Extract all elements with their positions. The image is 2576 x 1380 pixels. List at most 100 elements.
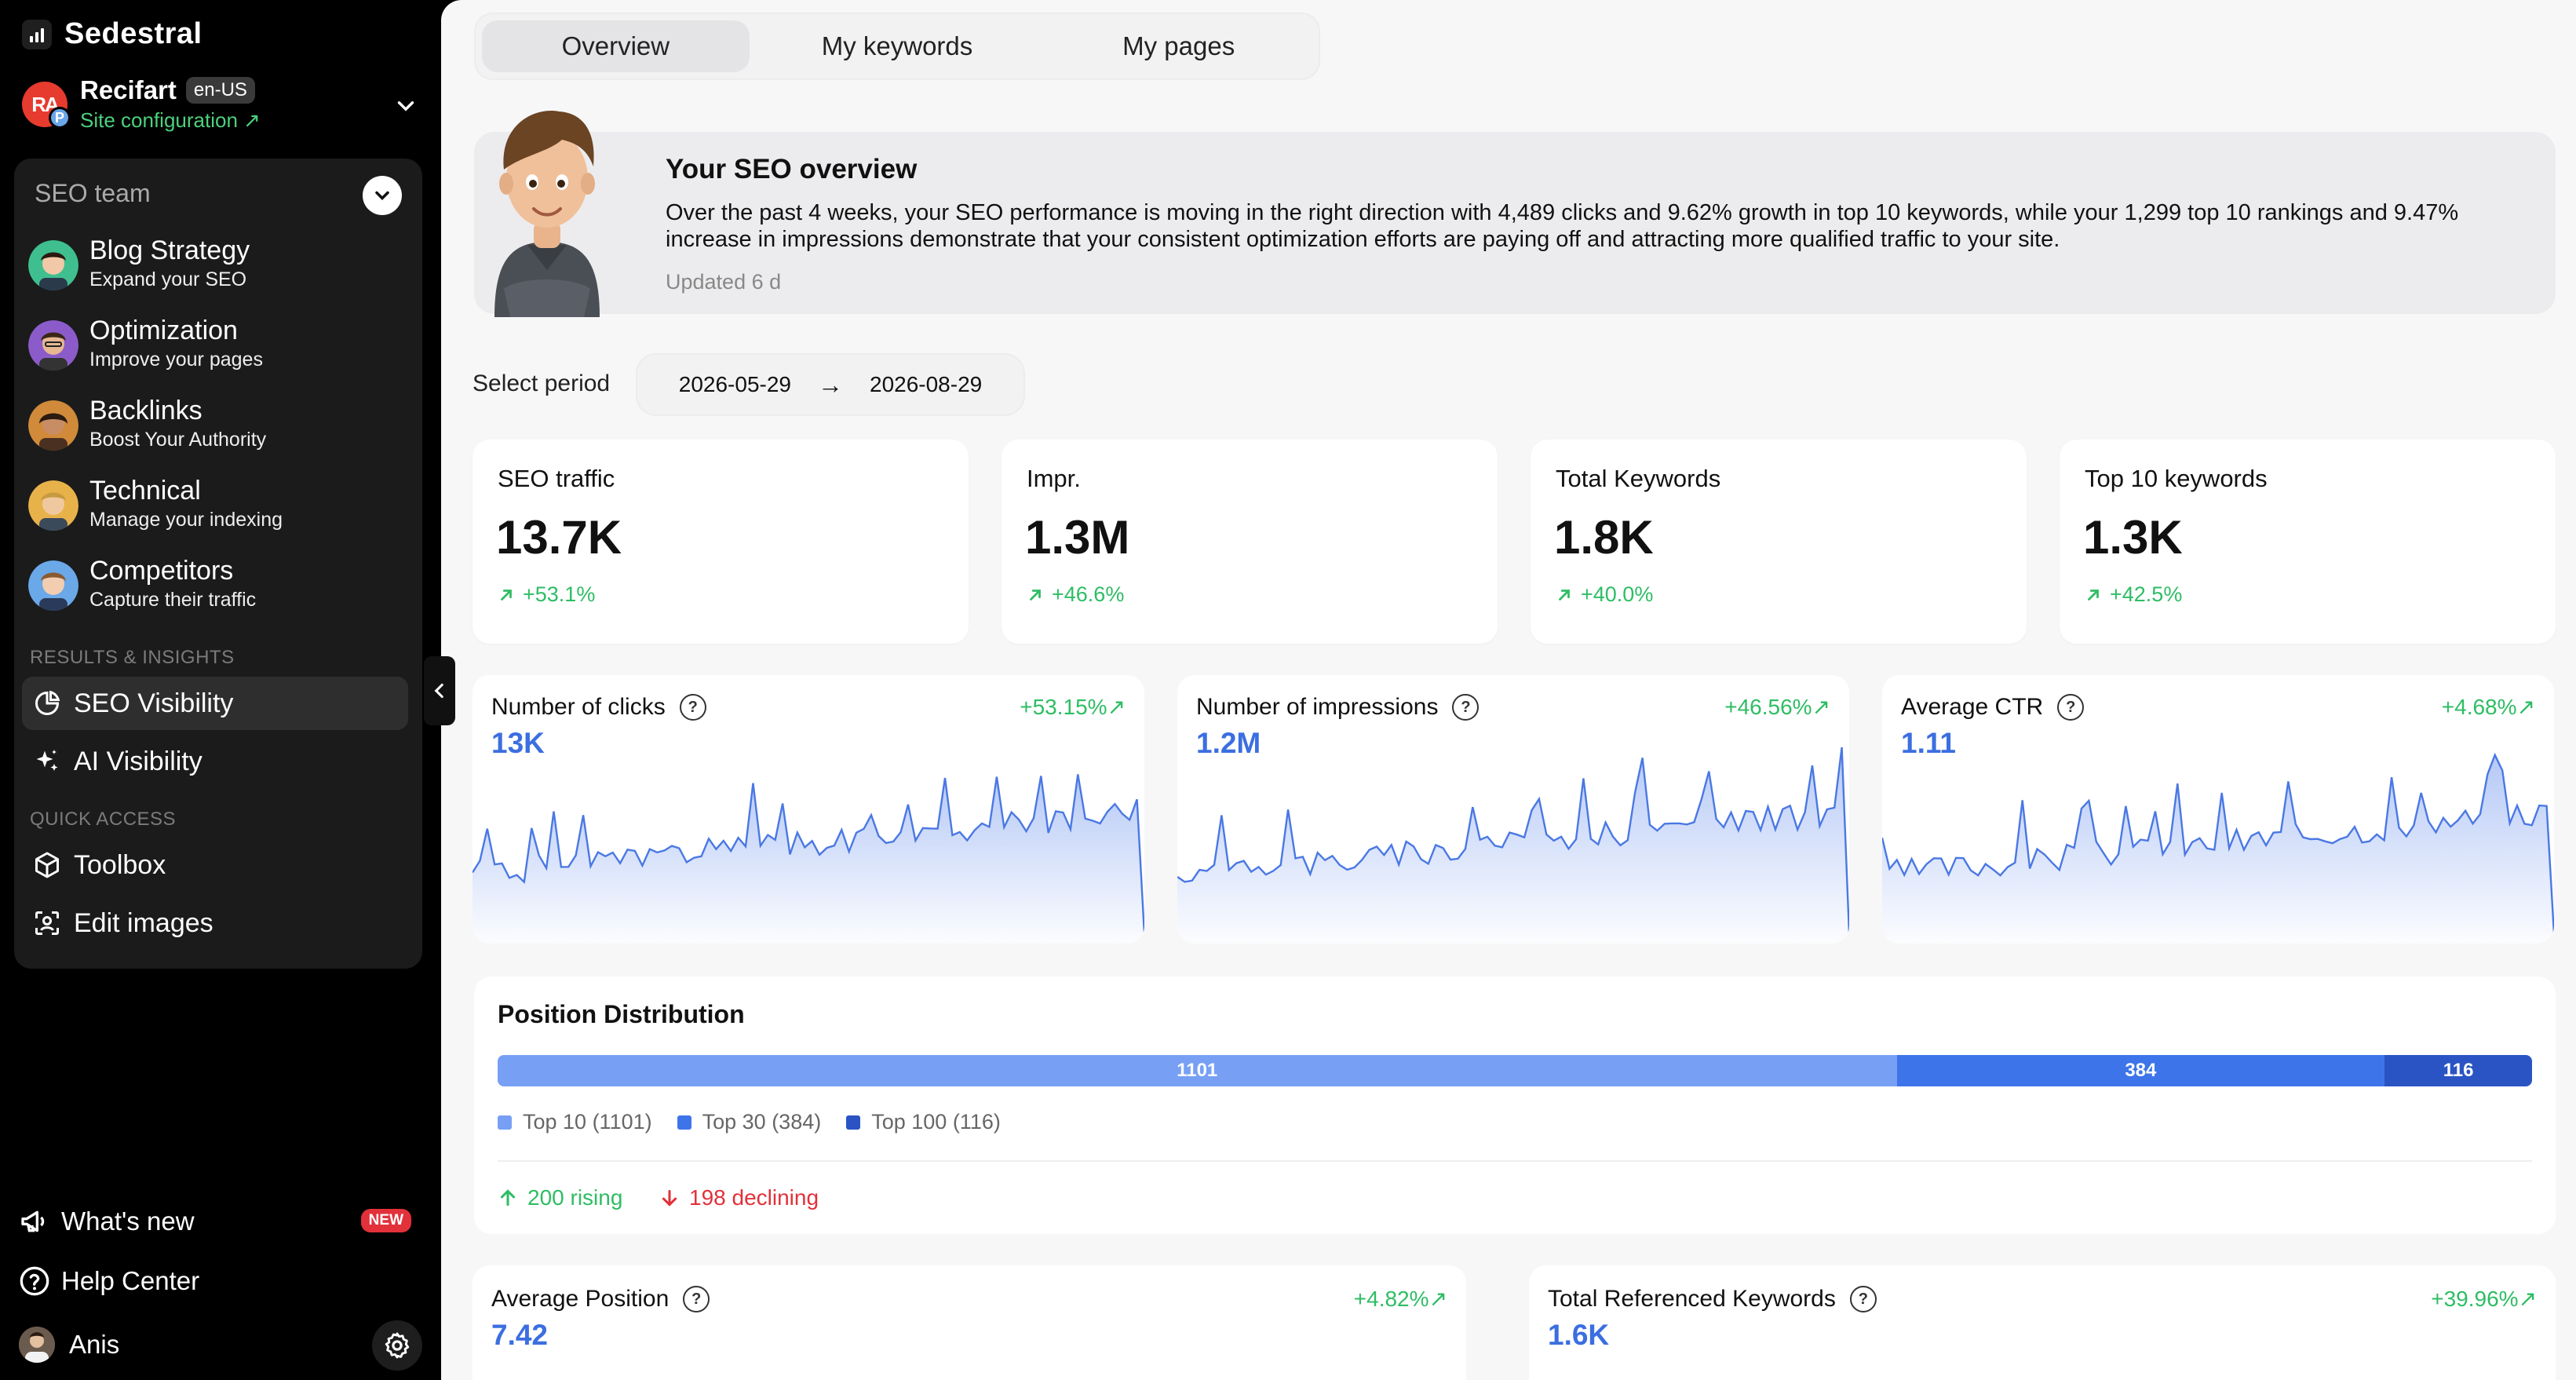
- agent-subtitle: Expand your SEO: [89, 268, 247, 290]
- kpi-label: Impr.: [1027, 465, 1081, 492]
- card-title: Number of impressions?: [1196, 694, 1480, 721]
- card-average-ctr[interactable]: Average CTR? +4.68%↗ 1.11: [1882, 675, 2554, 944]
- agent-blog-strategy[interactable]: Blog Strategy Expand your SEO: [28, 232, 405, 298]
- card-title: Average Position?: [491, 1286, 710, 1312]
- select-period-label: Select period: [473, 371, 611, 396]
- main-content: Overview My keywords My pages Your SEO o…: [441, 0, 2576, 1380]
- help-icon[interactable]: ?: [1452, 694, 1480, 721]
- trend-up-icon: [1559, 589, 1570, 601]
- kpi-impressions[interactable]: Impr. 1.3M +46.6%: [1002, 440, 1498, 644]
- card-title-text: Number of impressions: [1196, 694, 1439, 720]
- tab-my-keywords[interactable]: My keywords: [821, 31, 973, 60]
- period-end: 2026-08-29: [870, 372, 983, 396]
- agent-name: Backlinks: [89, 396, 203, 425]
- results-section-label: RESULTS & INSIGHTS: [30, 647, 235, 668]
- help-icon[interactable]: ?: [683, 1286, 710, 1312]
- tab-my-pages[interactable]: My pages: [1122, 31, 1235, 60]
- arrow-right-icon: →: [818, 370, 843, 399]
- agent-name: Competitors: [89, 556, 234, 586]
- kpi-value: 1.3M: [1025, 511, 1130, 564]
- kpi-change: +42.5%: [2085, 582, 2182, 607]
- kpi-change-value: +46.6%: [1052, 582, 1125, 606]
- settings-button[interactable]: [372, 1320, 422, 1371]
- agent-avatar: [28, 480, 78, 531]
- seo-overview-card: Your SEO overview Over the past 4 weeks,…: [474, 132, 2556, 314]
- help-icon[interactable]: ?: [679, 694, 706, 721]
- help-center-link[interactable]: Help Center: [19, 1265, 199, 1297]
- nav-ai-visibility[interactable]: AI Visibility: [22, 735, 408, 788]
- agent-subtitle: Capture their traffic: [89, 589, 257, 611]
- chevron-down-icon: [375, 191, 389, 200]
- tab-overview[interactable]: Overview: [482, 20, 750, 72]
- legend-swatch: [677, 1115, 691, 1130]
- kpi-seo-traffic[interactable]: SEO traffic 13.7K +53.1%: [473, 440, 969, 644]
- kpi-label: Total Keywords: [1556, 465, 1721, 492]
- agent-avatar: [28, 240, 78, 290]
- sparkline-line: [1882, 752, 2554, 935]
- kpi-total-keywords[interactable]: Total Keywords 1.8K +40.0%: [1531, 440, 2027, 644]
- kpi-change: +40.0%: [1556, 582, 1653, 607]
- site-configuration-link[interactable]: Site configuration ↗: [80, 108, 261, 132]
- nav-edit-images[interactable]: Edit images: [22, 896, 408, 950]
- agent-technical[interactable]: Technical Manage your indexing: [28, 473, 405, 538]
- card-value: 1.2M: [1196, 727, 1261, 759]
- help-icon[interactable]: ?: [2057, 694, 2085, 721]
- legend-swatch: [846, 1115, 861, 1130]
- card-change: +39.96%↗: [2431, 1287, 2537, 1311]
- declining-count: 198 declining: [659, 1185, 819, 1210]
- sidebar: Sedestral RA P Recifart en-US Site confi…: [0, 0, 441, 1380]
- brand[interactable]: Sedestral: [22, 17, 203, 51]
- card-change: +4.82%↗: [1353, 1287, 1447, 1311]
- help-center-label: Help Center: [61, 1266, 200, 1295]
- site-switcher[interactable]: RA P Recifart en-US Site configuration ↗: [22, 75, 419, 135]
- agent-competitors[interactable]: Competitors Capture their traffic: [28, 553, 405, 619]
- rising-count: 200 rising: [498, 1185, 622, 1210]
- card-title-text: Total Referenced Keywords: [1548, 1286, 1836, 1312]
- seo-team-panel: SEO team Blog Strategy Expand your SEO O…: [14, 159, 422, 969]
- chevron-left-icon: [434, 683, 443, 699]
- pie-chart-icon: [35, 690, 60, 715]
- site-lang-badge: en-US: [185, 77, 255, 104]
- card-value: 13K: [491, 727, 545, 759]
- chevron-down-icon[interactable]: [392, 93, 419, 119]
- nav-label: Edit images: [74, 907, 213, 938]
- distribution-segment[interactable]: 116: [2384, 1055, 2532, 1086]
- agent-optimization[interactable]: Optimization Improve your pages: [28, 312, 405, 378]
- overview-text: Over the past 4 weeks, your SEO performa…: [666, 200, 2459, 252]
- clicks-sparkline: [473, 774, 1144, 944]
- agent-name: Technical: [89, 476, 201, 506]
- agent-name: Blog Strategy: [89, 235, 250, 265]
- nav-seo-visibility[interactable]: SEO Visibility: [22, 677, 408, 730]
- user-profile[interactable]: Anis: [19, 1327, 119, 1363]
- distribution-segment[interactable]: 384: [1896, 1055, 2385, 1086]
- sparkline-area: [1177, 747, 1849, 944]
- legend-swatch: [498, 1115, 512, 1130]
- card-average-position[interactable]: Average Position? +4.82%↗ 7.42: [473, 1265, 1466, 1380]
- nav-toolbox[interactable]: Toolbox: [22, 838, 408, 892]
- card-total-referenced-keywords[interactable]: Total Referenced Keywords? +39.96%↗ 1.6K: [1529, 1265, 2556, 1380]
- kpi-change-value: +42.5%: [2110, 582, 2183, 606]
- position-distribution-card: Position Distribution 1101 384 116 Top 10 …: [474, 977, 2556, 1234]
- gear-icon: [385, 1332, 410, 1359]
- team-header: SEO team: [35, 179, 151, 207]
- site-name: Recifart: [80, 75, 177, 104]
- card-change: +46.56%↗: [1724, 695, 1830, 719]
- whats-new-link[interactable]: What's new: [19, 1206, 195, 1237]
- impressions-sparkline: [1177, 747, 1849, 944]
- card-number-of-clicks[interactable]: Number of clicks? +53.15%↗ 13K: [473, 675, 1144, 944]
- legend-item: Top 100 (116): [846, 1110, 1001, 1134]
- divider: [498, 1160, 2532, 1162]
- agent-backlinks[interactable]: Backlinks Boost Your Authority: [28, 392, 405, 458]
- card-value: 1.11: [1901, 727, 1956, 759]
- overview-updated: Updated 6 d: [666, 270, 782, 294]
- site-avatar-badge: P: [49, 107, 71, 129]
- team-collapse-button[interactable]: [363, 176, 402, 215]
- sidebar-collapse-handle[interactable]: [424, 656, 455, 725]
- help-icon[interactable]: ?: [1849, 1286, 1877, 1312]
- distribution-legend: Top 10 (1101) Top 30 (384) Top 100 (116): [498, 1110, 1001, 1134]
- period-picker[interactable]: 2026-05-29 → 2026-08-29: [636, 353, 1025, 416]
- card-value: 1.6K: [1548, 1319, 1610, 1351]
- distribution-segment[interactable]: 1101: [498, 1055, 1897, 1086]
- card-number-of-impressions[interactable]: Number of impressions? +46.56%↗ 1.2M: [1177, 675, 1849, 944]
- kpi-top10-keywords[interactable]: Top 10 keywords 1.3K +42.5%: [2060, 440, 2556, 644]
